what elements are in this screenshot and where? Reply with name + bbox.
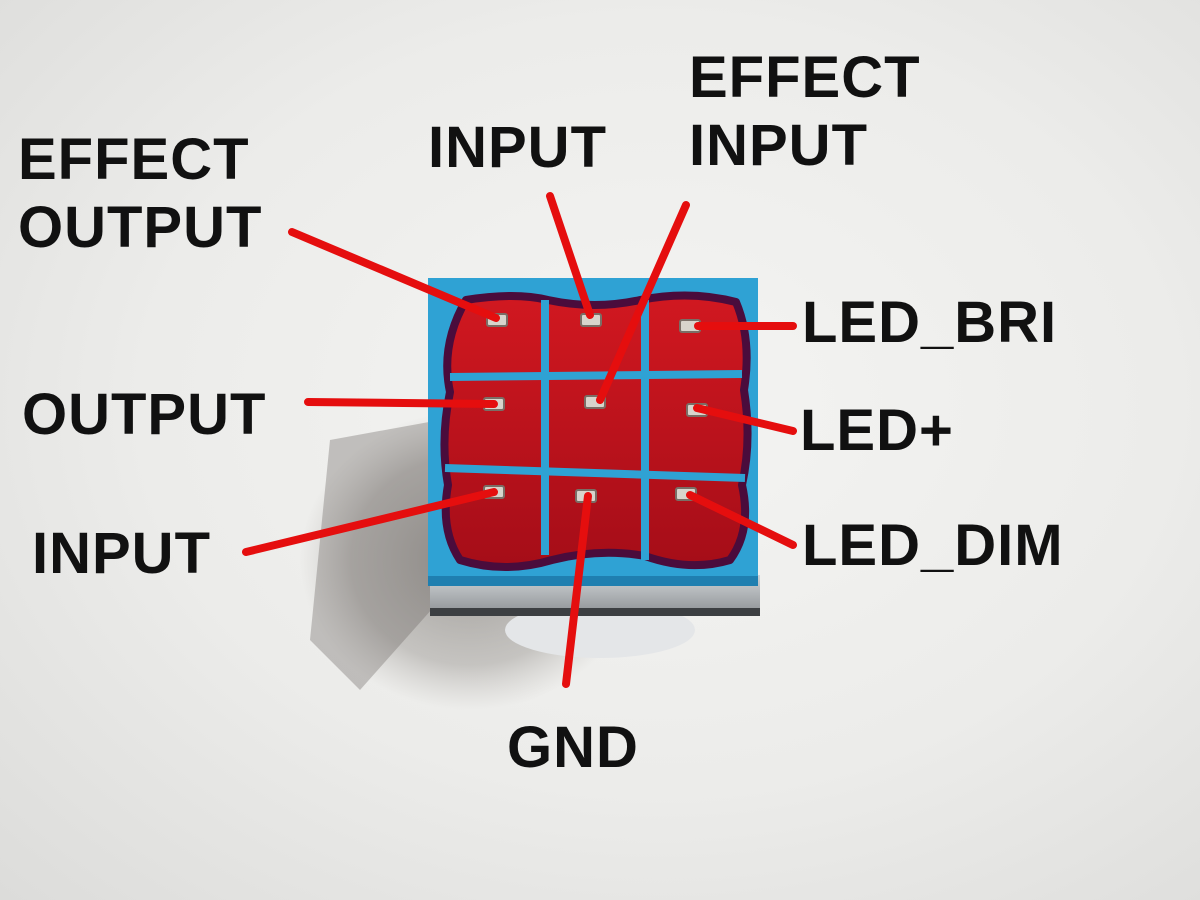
pcb-pad-area: [440, 291, 752, 571]
leader-line-effect-input: [596, 201, 690, 404]
label-gnd: GND: [507, 715, 639, 780]
label-effect-output: EFFECT OUTPUT: [18, 126, 262, 262]
label-bottom-input: INPUT: [32, 521, 211, 586]
label-effect-input: EFFECT INPUT: [689, 44, 921, 180]
label-output: OUTPUT: [22, 382, 267, 447]
leader-line-output: [304, 398, 498, 408]
leader-line-bottom-input: [242, 488, 498, 556]
label-effect-output-line1: EFFECT: [18, 127, 250, 192]
leader-line-effect-output: [288, 228, 500, 322]
pcb-trace-grid: [444, 300, 746, 560]
leader-line-led-dim: [686, 491, 797, 549]
label-effect-input-line1: EFFECT: [689, 45, 921, 110]
label-effect-output-line2: OUTPUT: [18, 195, 263, 260]
pcb-board-edge: [428, 576, 758, 586]
switch-housing-edge: [430, 608, 760, 616]
leader-line-gnd: [562, 492, 592, 688]
label-led-plus: LED+: [800, 398, 954, 463]
label-led-dim: LED_DIM: [802, 513, 1064, 578]
switch-body-shadow: [310, 420, 440, 690]
label-top-input: INPUT: [428, 115, 607, 180]
leader-line-led-plus: [693, 404, 797, 435]
label-led-bri: LED_BRI: [802, 290, 1058, 355]
leader-line-top-input: [546, 192, 594, 319]
label-effect-input-line2: INPUT: [689, 113, 868, 178]
